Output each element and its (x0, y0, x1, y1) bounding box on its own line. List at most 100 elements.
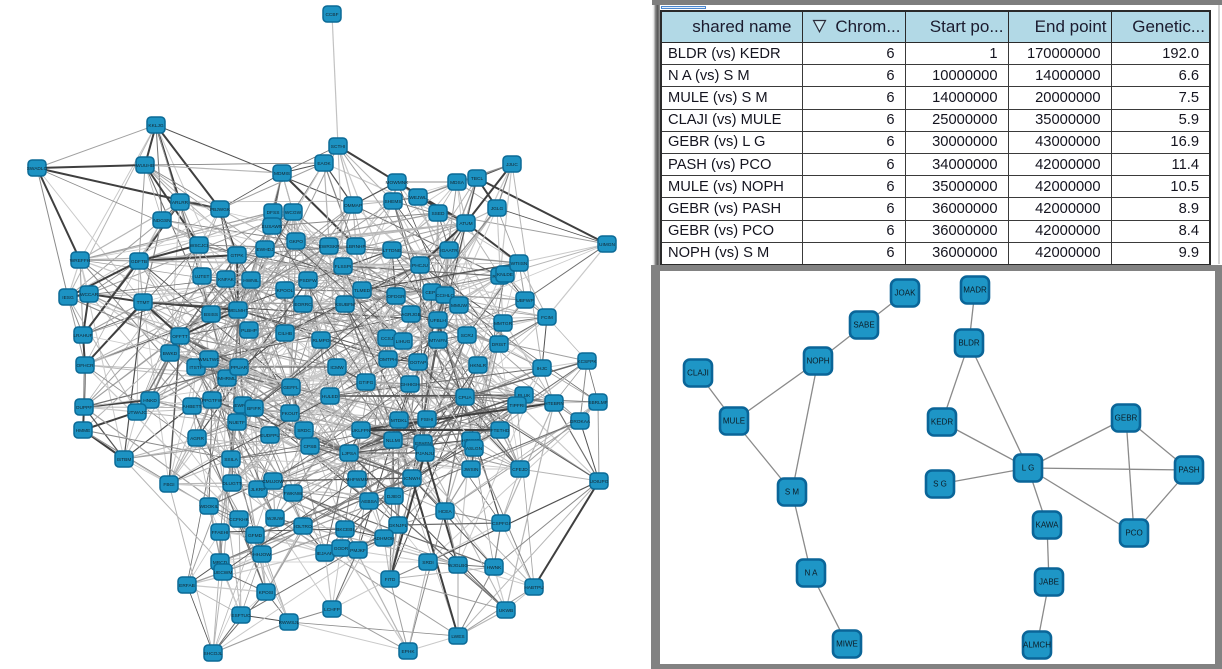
svg-text:ERFAB: ERFAB (179, 583, 195, 589)
svg-text:MADR: MADR (963, 286, 987, 295)
svg-text:JWSIN: JWSIN (464, 467, 479, 473)
svg-text:MHFWMM: MHFWMM (346, 477, 369, 483)
svg-text:EPAFN: EPAFN (415, 441, 431, 447)
svg-text:EUDFPU: EUDFPU (260, 433, 280, 439)
svg-text:OFHCR: OFHCR (76, 363, 94, 369)
svg-text:WREFFH: WREFFH (70, 258, 91, 264)
svg-text:PMJKF: PMJKF (350, 548, 366, 554)
svg-text:EAOK: EAOK (317, 161, 331, 167)
svg-text:WCCAR: WCCAR (80, 292, 99, 298)
svg-text:KKLJG: KKLJG (148, 123, 163, 129)
svg-text:GEFFL: GEFFL (283, 385, 299, 391)
svg-text:LBRNHP: LBRNHP (346, 244, 365, 250)
svg-text:WEJWL: WEJWL (409, 195, 427, 201)
svg-text:NOPH: NOPH (806, 357, 829, 366)
svg-text:WSCJCI: WSCJCI (190, 243, 208, 249)
svg-text:TIPFRI: TIPFRI (509, 403, 524, 409)
svg-text:UKLFPN: UKLFPN (352, 428, 371, 434)
svg-text:SWADLO: SWADLO (27, 166, 48, 172)
svg-text:UOIUPG: UOIUPG (590, 479, 609, 485)
svg-text:HCEA: HCEA (438, 509, 452, 515)
svg-text:DJIEO: DJIEO (387, 494, 401, 500)
svg-text:CCSJ: CCSJ (381, 336, 394, 342)
svg-text:MOWMNK: MOWMNK (386, 180, 410, 186)
svg-text:DLUGTT: DLUGTT (222, 481, 241, 487)
svg-text:UFBLH: UFBLH (430, 318, 446, 324)
svg-text:HTEBRN: HTEBRN (544, 401, 564, 407)
svg-text:EUSAWN: EUSAWN (262, 224, 283, 230)
svg-text:ADHMOH: ADHMOH (373, 536, 395, 542)
svg-text:AGRR: AGRR (190, 436, 204, 442)
svg-text:JABE: JABE (1039, 578, 1059, 587)
svg-text:ESFTUO: ESFTUO (231, 613, 251, 619)
svg-text:UKWB: UKWB (499, 608, 513, 614)
svg-text:PSDFW: PSDFW (299, 278, 317, 284)
svg-text:GKPO: GKPO (289, 239, 303, 245)
svg-text:IESG: IESG (62, 295, 74, 301)
svg-text:MRCD: MRCD (213, 560, 228, 566)
svg-text:RWWSJL: RWWSJL (279, 620, 300, 626)
svg-text:HKNLR: HKNLR (470, 363, 487, 369)
svg-text:SSED: SSED (431, 211, 445, 217)
svg-text:LTTDNE: LTTDNE (383, 248, 401, 254)
svg-text:FLSSPI: FLSSPI (335, 264, 352, 270)
svg-text:FBGI: FBGI (163, 482, 174, 488)
svg-text:N A: N A (805, 569, 819, 578)
svg-text:BLDR: BLDR (958, 339, 980, 348)
svg-text:WDOKIL: WDOKIL (200, 504, 219, 510)
svg-text:WELMHT: WELMHT (228, 308, 249, 314)
svg-text:KNLDE: KNLDE (497, 272, 513, 278)
svg-text:MHRML: MHRML (218, 376, 236, 382)
svg-text:FSIHI: FSIHI (421, 417, 433, 423)
svg-text:SRDI: SRDI (422, 560, 433, 566)
svg-text:AGRJGB: AGRJGB (401, 312, 421, 318)
svg-text:HABTPU: HABTPU (524, 585, 544, 591)
svg-text:ASLGN: ASLGN (466, 446, 483, 452)
svg-text:IEJAAR: IEJAAR (317, 551, 334, 557)
svg-text:JOAK: JOAK (895, 289, 917, 298)
svg-text:GTIFG: GTIFG (359, 380, 374, 386)
svg-text:NUETF: NUETF (229, 420, 245, 426)
svg-text:RLMPO: RLMPO (312, 338, 329, 344)
svg-text:EORRC: EORRC (294, 302, 312, 308)
svg-text:ATUM: ATUM (459, 221, 472, 227)
svg-text:CCIHLC: CCIHLC (436, 293, 454, 299)
svg-text:TBCL: TBCL (471, 176, 484, 182)
svg-text:LJPSA: LJPSA (342, 451, 357, 457)
svg-text:PBJWGK: PBJWGK (210, 207, 231, 213)
svg-text:S G: S G (933, 480, 947, 489)
svg-text:SSILA: SSILA (224, 457, 238, 463)
svg-text:OMMAP: OMMAP (344, 203, 362, 209)
svg-text:MDSA: MDSA (450, 180, 465, 186)
svg-text:HWNK: HWNK (487, 565, 502, 571)
svg-text:PJANJU: PJANJU (416, 451, 435, 457)
svg-text:MTDKL: MTDKL (391, 418, 408, 424)
svg-text:OFDGR: OFDGR (387, 294, 405, 300)
svg-text:CLAJI: CLAJI (687, 369, 709, 378)
svg-text:CFEJD: CFEJD (512, 467, 528, 473)
svg-text:TLMED: TLMED (354, 288, 371, 294)
svg-text:OUPPF: OUPPF (76, 405, 93, 411)
svg-text:ICMW: ICMW (330, 365, 344, 371)
svg-text:HWNIL: HWNIL (243, 278, 259, 284)
svg-text:WCGW: WCGW (285, 210, 302, 216)
svg-text:MMUW: MMUW (451, 303, 467, 309)
svg-text:ALMCH: ALMCH (1023, 641, 1051, 650)
svg-text:MIWE: MIWE (836, 640, 858, 649)
svg-text:CSPFGI: CSPFGI (492, 521, 510, 527)
svg-text:SBRLMF: SBRLMF (588, 400, 608, 406)
svg-text:EWRBT: EWRBT (234, 403, 251, 409)
svg-text:OFFTT: OFFTT (172, 334, 188, 340)
svg-text:S M: S M (785, 488, 800, 497)
svg-text:AHBETT: AHBETT (183, 404, 202, 410)
svg-text:JGLG: JGLG (491, 206, 504, 212)
svg-text:BWKD: BWKD (163, 351, 178, 357)
svg-text:DROKAA: DROKAA (570, 419, 591, 425)
svg-text:SABE: SABE (853, 321, 874, 330)
svg-text:NLLMI: NLLMI (386, 438, 400, 444)
svg-text:ARLRR: ARLRR (172, 200, 189, 206)
svg-text:KNFAK: KNFAK (218, 277, 235, 283)
svg-text:LCHFP: LCHFP (324, 607, 340, 613)
svg-text:CILHB: CILHB (278, 331, 292, 337)
svg-text:CPSB: CPSB (303, 444, 316, 450)
